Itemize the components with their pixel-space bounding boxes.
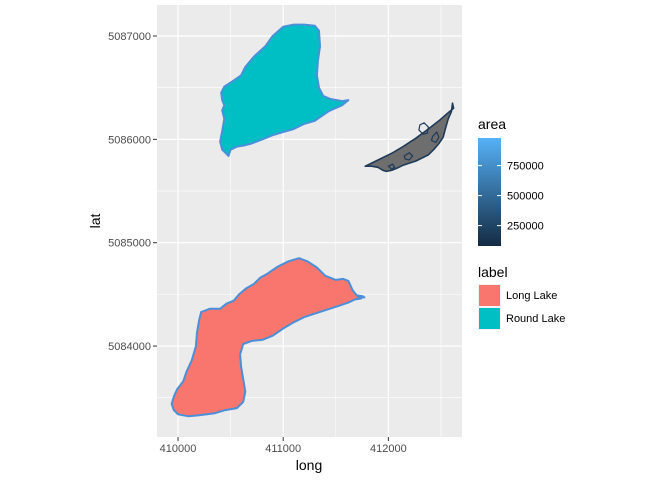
area-subpolygon (418, 122, 429, 135)
lake-shapes (170, 23, 366, 418)
area-legend-label: 750000 (507, 161, 544, 173)
area-legend: area 250000 500000 750000 (478, 116, 544, 246)
area-legend-title: area (478, 116, 506, 132)
label-legend-entry: Long Lake (506, 290, 557, 302)
area-legend-label: 500000 (507, 191, 544, 203)
x-axis-ticks: 410000 411000 412000 (160, 437, 407, 455)
area-polygon (364, 102, 455, 173)
label-legend-swatch (479, 285, 500, 306)
x-tick-label: 412000 (370, 443, 407, 455)
area-subpolygon (430, 131, 440, 144)
y-tick-label: 5085000 (108, 238, 151, 250)
label-legend-entry: Round Lake (506, 313, 565, 325)
area-legend-label: 250000 (507, 221, 544, 233)
y-axis-title: lat (87, 214, 103, 229)
area-subpolygon (403, 152, 414, 161)
y-tick-label: 5086000 (108, 134, 151, 146)
label-legend: label Long Lake Round Lake (478, 264, 565, 330)
y-axis-ticks: 5084000 5085000 5086000 5087000 (108, 31, 157, 353)
x-tick-label: 410000 (160, 443, 197, 455)
y-tick-label: 5084000 (108, 341, 151, 353)
area-subpolygon (387, 163, 396, 171)
area-colorbar (478, 138, 501, 246)
lake-polygon-long-lake (170, 257, 365, 418)
area-shapes (364, 102, 455, 173)
lake-polygon-round-lake (219, 23, 350, 157)
label-legend-swatch (479, 308, 500, 329)
label-legend-title: label (478, 264, 508, 280)
y-tick-label: 5087000 (108, 31, 151, 43)
x-axis-title: long (296, 457, 322, 473)
x-tick-label: 411000 (265, 443, 301, 455)
long-lake-outlet (356, 295, 366, 299)
